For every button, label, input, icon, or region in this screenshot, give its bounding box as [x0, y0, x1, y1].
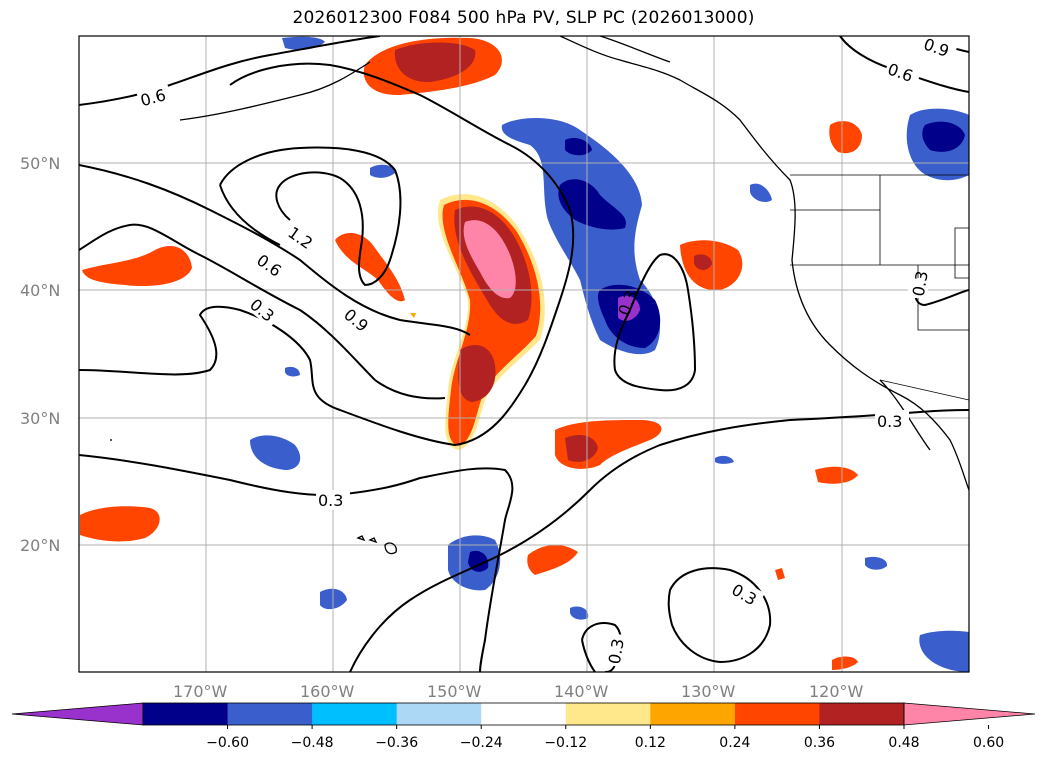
colorbar-segment [227, 703, 313, 725]
colorbar-tick-label: 0.36 [804, 735, 835, 751]
lon-label: 130°W [681, 682, 736, 701]
negative-anomaly-shading [250, 36, 969, 672]
colorbar-tick-label: −0.24 [460, 735, 503, 751]
map-panel: 0.6 1.2 0.6 0.3 0.9 0.3 0.3 0.3 0.3 0. [78, 35, 970, 673]
colorbar-tick-label: 0.24 [719, 735, 750, 751]
map-title: 2026012300 F084 500 hPa PV, SLP PC (2026… [292, 8, 755, 28]
lon-label: 150°W [427, 682, 482, 701]
lon-label: 140°W [554, 682, 609, 701]
colorbar-tick-label: 0.48 [888, 735, 919, 751]
lat-label: 50°N [20, 154, 60, 173]
coastlines [110, 36, 969, 555]
lat-label: 40°N [20, 281, 60, 300]
colorbar [11, 702, 1036, 726]
colorbar-segment [734, 703, 820, 725]
colorbar-tick-label: −0.36 [375, 735, 418, 751]
colorbar-segment [650, 703, 736, 725]
political-borders [790, 174, 969, 401]
positive-anomaly-shading [80, 37, 862, 670]
colorbar-tick-label: 0.60 [973, 735, 1004, 751]
lat-label: 20°N [20, 536, 60, 555]
colorbar-extend-min [11, 702, 144, 726]
contour-label: 0.3 [605, 637, 628, 665]
latitude-labels: 50°N 40°N 30°N 20°N [20, 154, 60, 555]
contour-label: 0.3 [909, 269, 932, 297]
contour-label: 0.3 [318, 491, 343, 510]
slp-contours [79, 36, 969, 672]
contour-label: 0.3 [877, 412, 902, 431]
lon-label: 160°W [300, 682, 355, 701]
colorbar-tick-label: 0.12 [635, 735, 666, 751]
lat-label: 30°N [20, 409, 60, 428]
colorbar-segment [396, 703, 482, 725]
map-border [78, 35, 970, 673]
colorbar-segment [143, 703, 229, 725]
colorbar-segment [819, 703, 905, 725]
colorbar-extend-max [903, 702, 1036, 726]
colorbar-segment [312, 703, 398, 725]
colorbar-tick-label: −0.48 [291, 735, 334, 751]
lon-label: 170°W [173, 682, 228, 701]
longitude-labels: 170°W 160°W 150°W 140°W 130°W 120°W [173, 682, 864, 701]
colorbar-segment [565, 703, 651, 725]
colorbar-outline [142, 702, 905, 726]
colorbar-tick-label: −0.12 [544, 735, 587, 751]
colorbar-tick-labels: −0.60 −0.48 −0.36 −0.24 −0.12 0.12 0.24 0.36 0.4… [206, 725, 1004, 751]
colorbar-segment [481, 703, 567, 725]
colorbar-tick-label: −0.60 [206, 735, 249, 751]
gridlines [79, 36, 969, 672]
lon-label: 120°W [809, 682, 864, 701]
